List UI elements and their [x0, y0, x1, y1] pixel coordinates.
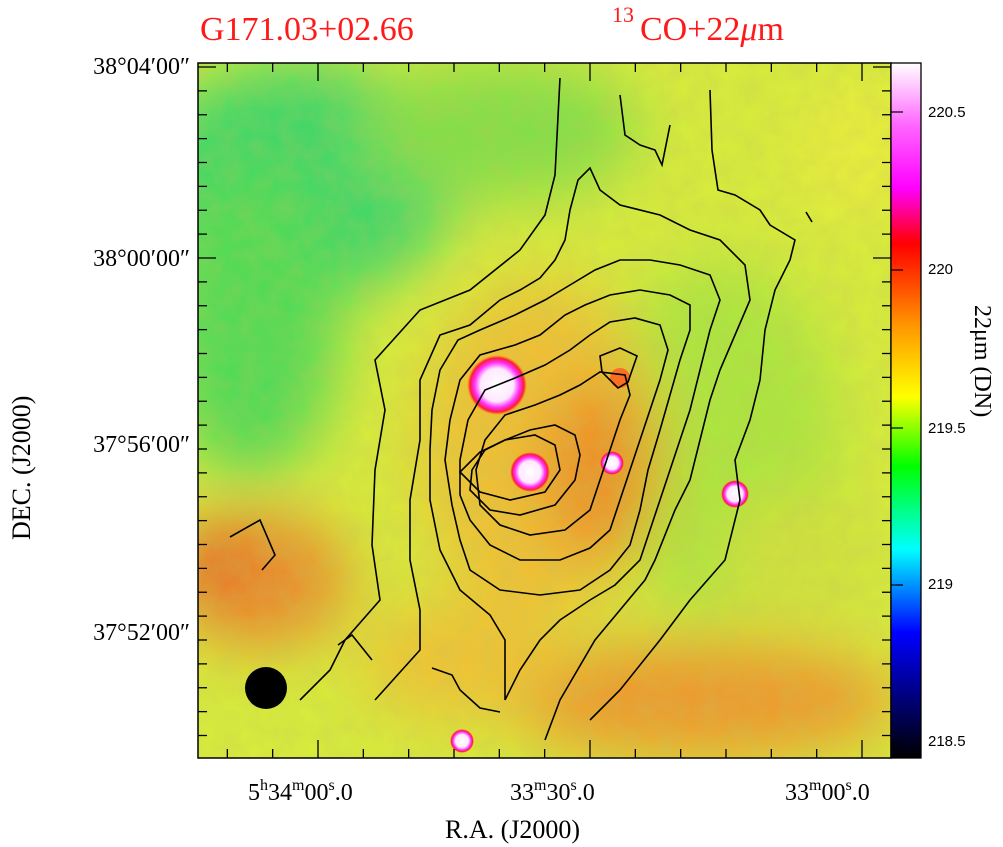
colorbar-tick-label: 220	[928, 261, 953, 278]
contour-level-3	[429, 259, 721, 701]
colorbar-gradient	[890, 62, 922, 759]
contour-level-2	[374, 166, 751, 741]
title-tracer-mu: μ	[739, 11, 757, 48]
beam-ellipse	[245, 667, 287, 709]
contour-level-8	[458, 434, 561, 501]
contour-level-2b	[431, 667, 501, 713]
svg-text:CO+22μm: CO+22μm	[640, 11, 784, 48]
y-tick-label: 38°04′00″	[93, 54, 190, 80]
x-tick-label: 33m00s.0	[785, 777, 870, 806]
colorbar-label: 22μm (DN)	[969, 305, 995, 417]
colorbar: 220.5 220 219.5 219 218.5 22μm (DN)	[890, 62, 995, 759]
title-tracer: 13 CO+22μm	[612, 2, 784, 48]
y-tick-label: 37°56′00″	[93, 432, 190, 458]
x-tick-label: 33m30s.0	[510, 777, 595, 806]
y-tick-label: 38°00′00″	[93, 246, 190, 272]
x-tick-label: 5h34m00s.0	[248, 777, 353, 806]
contour-patch-2	[337, 633, 373, 661]
title-tracer-main: CO+22	[640, 11, 740, 48]
title-tracer-m: m	[757, 11, 783, 48]
colorbar-tick-label: 220.5	[928, 104, 966, 121]
contour-peak-2	[599, 347, 638, 390]
title-source: G171.03+02.66	[200, 11, 414, 48]
bright-source-3	[600, 451, 624, 475]
x-axis-label: R.A. (J2000)	[445, 815, 580, 844]
y-tick-label: 37°52′00″	[93, 620, 190, 646]
bright-source-5	[450, 729, 474, 753]
x-tick-labels: 5h34m00s.0 33m30s.0 33m00s.0	[248, 777, 870, 806]
contour-patch	[229, 518, 276, 571]
y-tick-labels: 38°04′00″ 38°00′00″ 37°56′00″ 37°52′00″	[93, 54, 190, 646]
colorbar-tick-label: 218.5	[928, 733, 966, 750]
y-axis-label: DEC. (J2000)	[7, 396, 36, 540]
contour-level-1	[299, 77, 561, 701]
contour-level-1b	[589, 89, 796, 721]
co-contours	[229, 77, 813, 741]
colorbar-tick-label: 219.5	[928, 420, 966, 437]
colorbar-tick-label: 219	[928, 576, 953, 593]
contour-level-1c	[619, 94, 671, 168]
image-panel	[198, 63, 891, 758]
bright-source-2	[510, 452, 550, 492]
contour-level-5	[459, 317, 669, 561]
bright-source-4	[721, 480, 749, 508]
contour-fragment	[805, 211, 813, 223]
contour-level-4	[444, 289, 691, 596]
title-superscript: 13	[612, 2, 634, 27]
contour-level-6	[475, 371, 631, 536]
